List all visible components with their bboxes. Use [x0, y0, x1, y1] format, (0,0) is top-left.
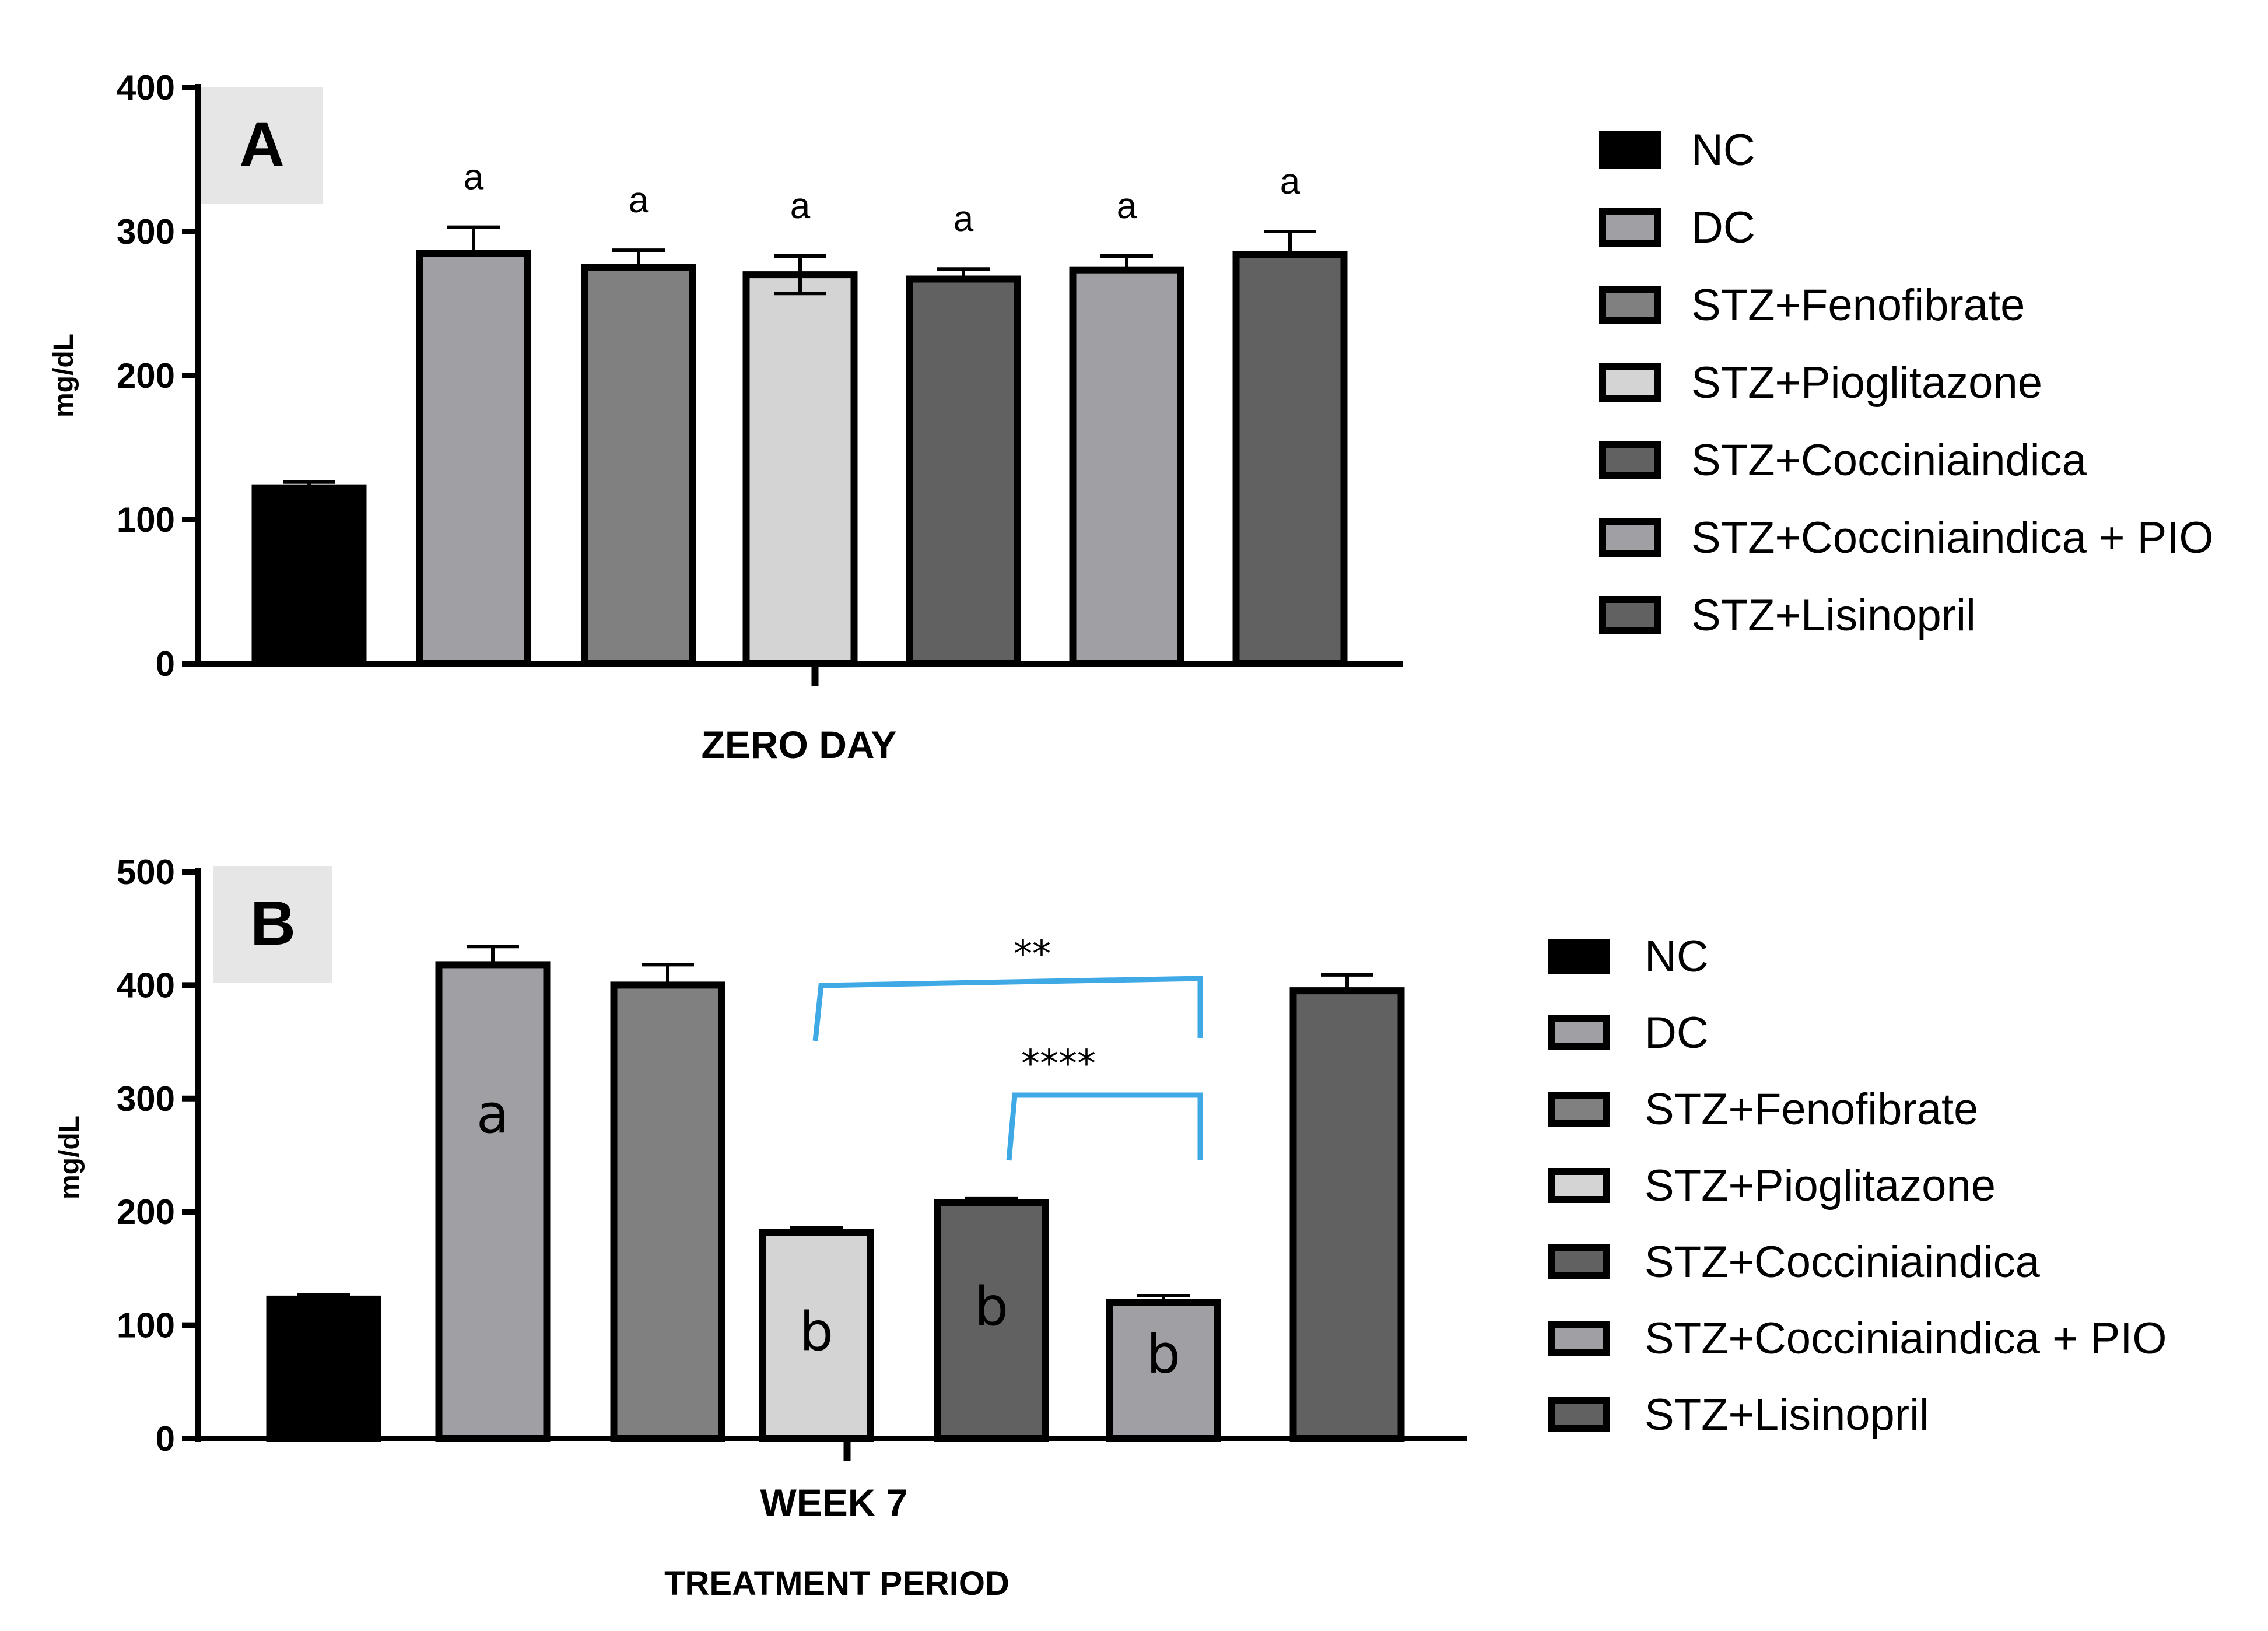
bar-annotation: a	[629, 180, 649, 220]
bar-stz-fenofibrate	[610, 981, 725, 1442]
legend-label: DC	[1691, 203, 1755, 252]
bar-stz-pioglitazone	[759, 1229, 874, 1442]
legend-swatch	[1548, 1397, 1610, 1432]
legend-swatch	[1599, 596, 1661, 634]
legend-label: STZ+Cocciniaindica + PIO	[1691, 513, 2214, 563]
x-axis-label: ZERO DAY	[702, 723, 897, 766]
y-axis-label: mg/dL	[54, 1116, 85, 1199]
y-tick-label: 100	[117, 1306, 175, 1345]
legend-label: STZ+Cocciniaindica	[1691, 436, 2087, 485]
bar-annotation: a	[790, 186, 811, 226]
bar-stz-pioglitazone	[742, 271, 858, 668]
y-tick-label: 200	[117, 1192, 175, 1232]
legend-label: NC	[1691, 125, 1755, 175]
legend-swatch	[1599, 363, 1661, 402]
legend-swatch	[1548, 1321, 1610, 1356]
bar-stz-lisinopril	[1289, 987, 1405, 1442]
legend-swatch	[1548, 1015, 1610, 1050]
legend-label: STZ+Lisinopril	[1645, 1390, 1929, 1440]
bar-nc	[266, 1295, 381, 1442]
panel-a-chart: A 0 100 200 300 400 a a a a a a mg/dL ZERO DAY	[48, 68, 1403, 766]
legend-label: NC	[1645, 932, 1709, 981]
legend-swatch	[1599, 208, 1661, 247]
panel-label: A	[239, 109, 285, 180]
bar-annotation: b	[800, 1300, 833, 1363]
legend-label: STZ+Fenofibrate	[1691, 280, 2025, 330]
legend-label: STZ+Pioglitazone	[1645, 1161, 1996, 1211]
legend-swatch	[1548, 1244, 1610, 1279]
legend-swatch	[1548, 1092, 1610, 1127]
y-tick-label: 0	[156, 1419, 175, 1458]
significance-bracket	[1006, 1092, 1203, 1161]
legend-label: STZ+Fenofibrate	[1645, 1085, 1978, 1134]
bar-annotation: a	[1117, 186, 1137, 226]
legend-label: DC	[1645, 1008, 1709, 1058]
y-tick-label: 500	[117, 853, 175, 892]
significance-bracket	[812, 976, 1203, 1041]
legend-swatch	[1599, 286, 1661, 324]
legend-swatch	[1548, 939, 1610, 974]
y-tick-label: 400	[117, 68, 175, 107]
significance-stars: ****	[1021, 1043, 1096, 1086]
bar-stz-fenofibrate	[581, 264, 696, 667]
panel-label: B	[250, 888, 296, 958]
bar-stz-cocciniaindica-pio	[1069, 266, 1184, 667]
x-axis-subtitle: TREATMENT PERIOD	[664, 1565, 1009, 1602]
bar-annotation: a	[476, 1083, 509, 1145]
panel-b-legend: NC DC STZ+Fenofibrate STZ+Pioglitazone STZ+C…	[1548, 932, 2167, 1440]
y-axis-label: mg/dL	[48, 334, 79, 418]
legend-label: STZ+Pioglitazone	[1691, 358, 2042, 408]
legend-swatch	[1548, 1168, 1610, 1203]
bar-annotation: a	[1280, 162, 1300, 202]
bar-stz-cocciniaindica	[906, 275, 1021, 667]
significance-stars: **	[1014, 933, 1051, 976]
legend-label: STZ+Cocciniaindica	[1645, 1237, 2041, 1287]
panel-a-legend: NC DC STZ+Fenofibrate STZ+Pioglitazone STZ+C…	[1599, 125, 2214, 640]
bar-dc	[435, 961, 551, 1442]
bar-annotation: b	[974, 1276, 1008, 1338]
legend-label: STZ+Cocciniaindica + PIO	[1645, 1314, 2167, 1363]
legend-swatch	[1599, 518, 1661, 557]
y-tick-label: 300	[117, 212, 175, 251]
bar-annotation: a	[464, 157, 484, 198]
panel-label-box	[201, 87, 323, 204]
y-tick-label: 0	[156, 644, 175, 683]
legend-label: STZ+Lisinopril	[1691, 591, 1976, 640]
x-axis-label: WEEK 7	[760, 1481, 907, 1524]
legend-swatch	[1599, 131, 1661, 169]
bar-nc	[251, 484, 367, 667]
legend-swatch	[1599, 441, 1661, 479]
bar-stz-cocciniaindica-pio	[1106, 1299, 1221, 1442]
bar-annotation: a	[954, 199, 974, 239]
y-tick-label: 400	[117, 966, 175, 1005]
y-tick-label: 300	[117, 1079, 175, 1118]
y-tick-label: 100	[117, 500, 175, 539]
panel-label-box	[213, 866, 332, 983]
bar-annotation: b	[1147, 1323, 1180, 1386]
panel-b-chart: B 0 100 200 300 400 500 a b b b mg/dL WEEK 7 TREATMEN…	[54, 853, 1467, 1602]
bar-dc	[416, 250, 531, 667]
bar-stz-lisinopril	[1232, 251, 1348, 667]
y-tick-label: 200	[117, 356, 175, 395]
